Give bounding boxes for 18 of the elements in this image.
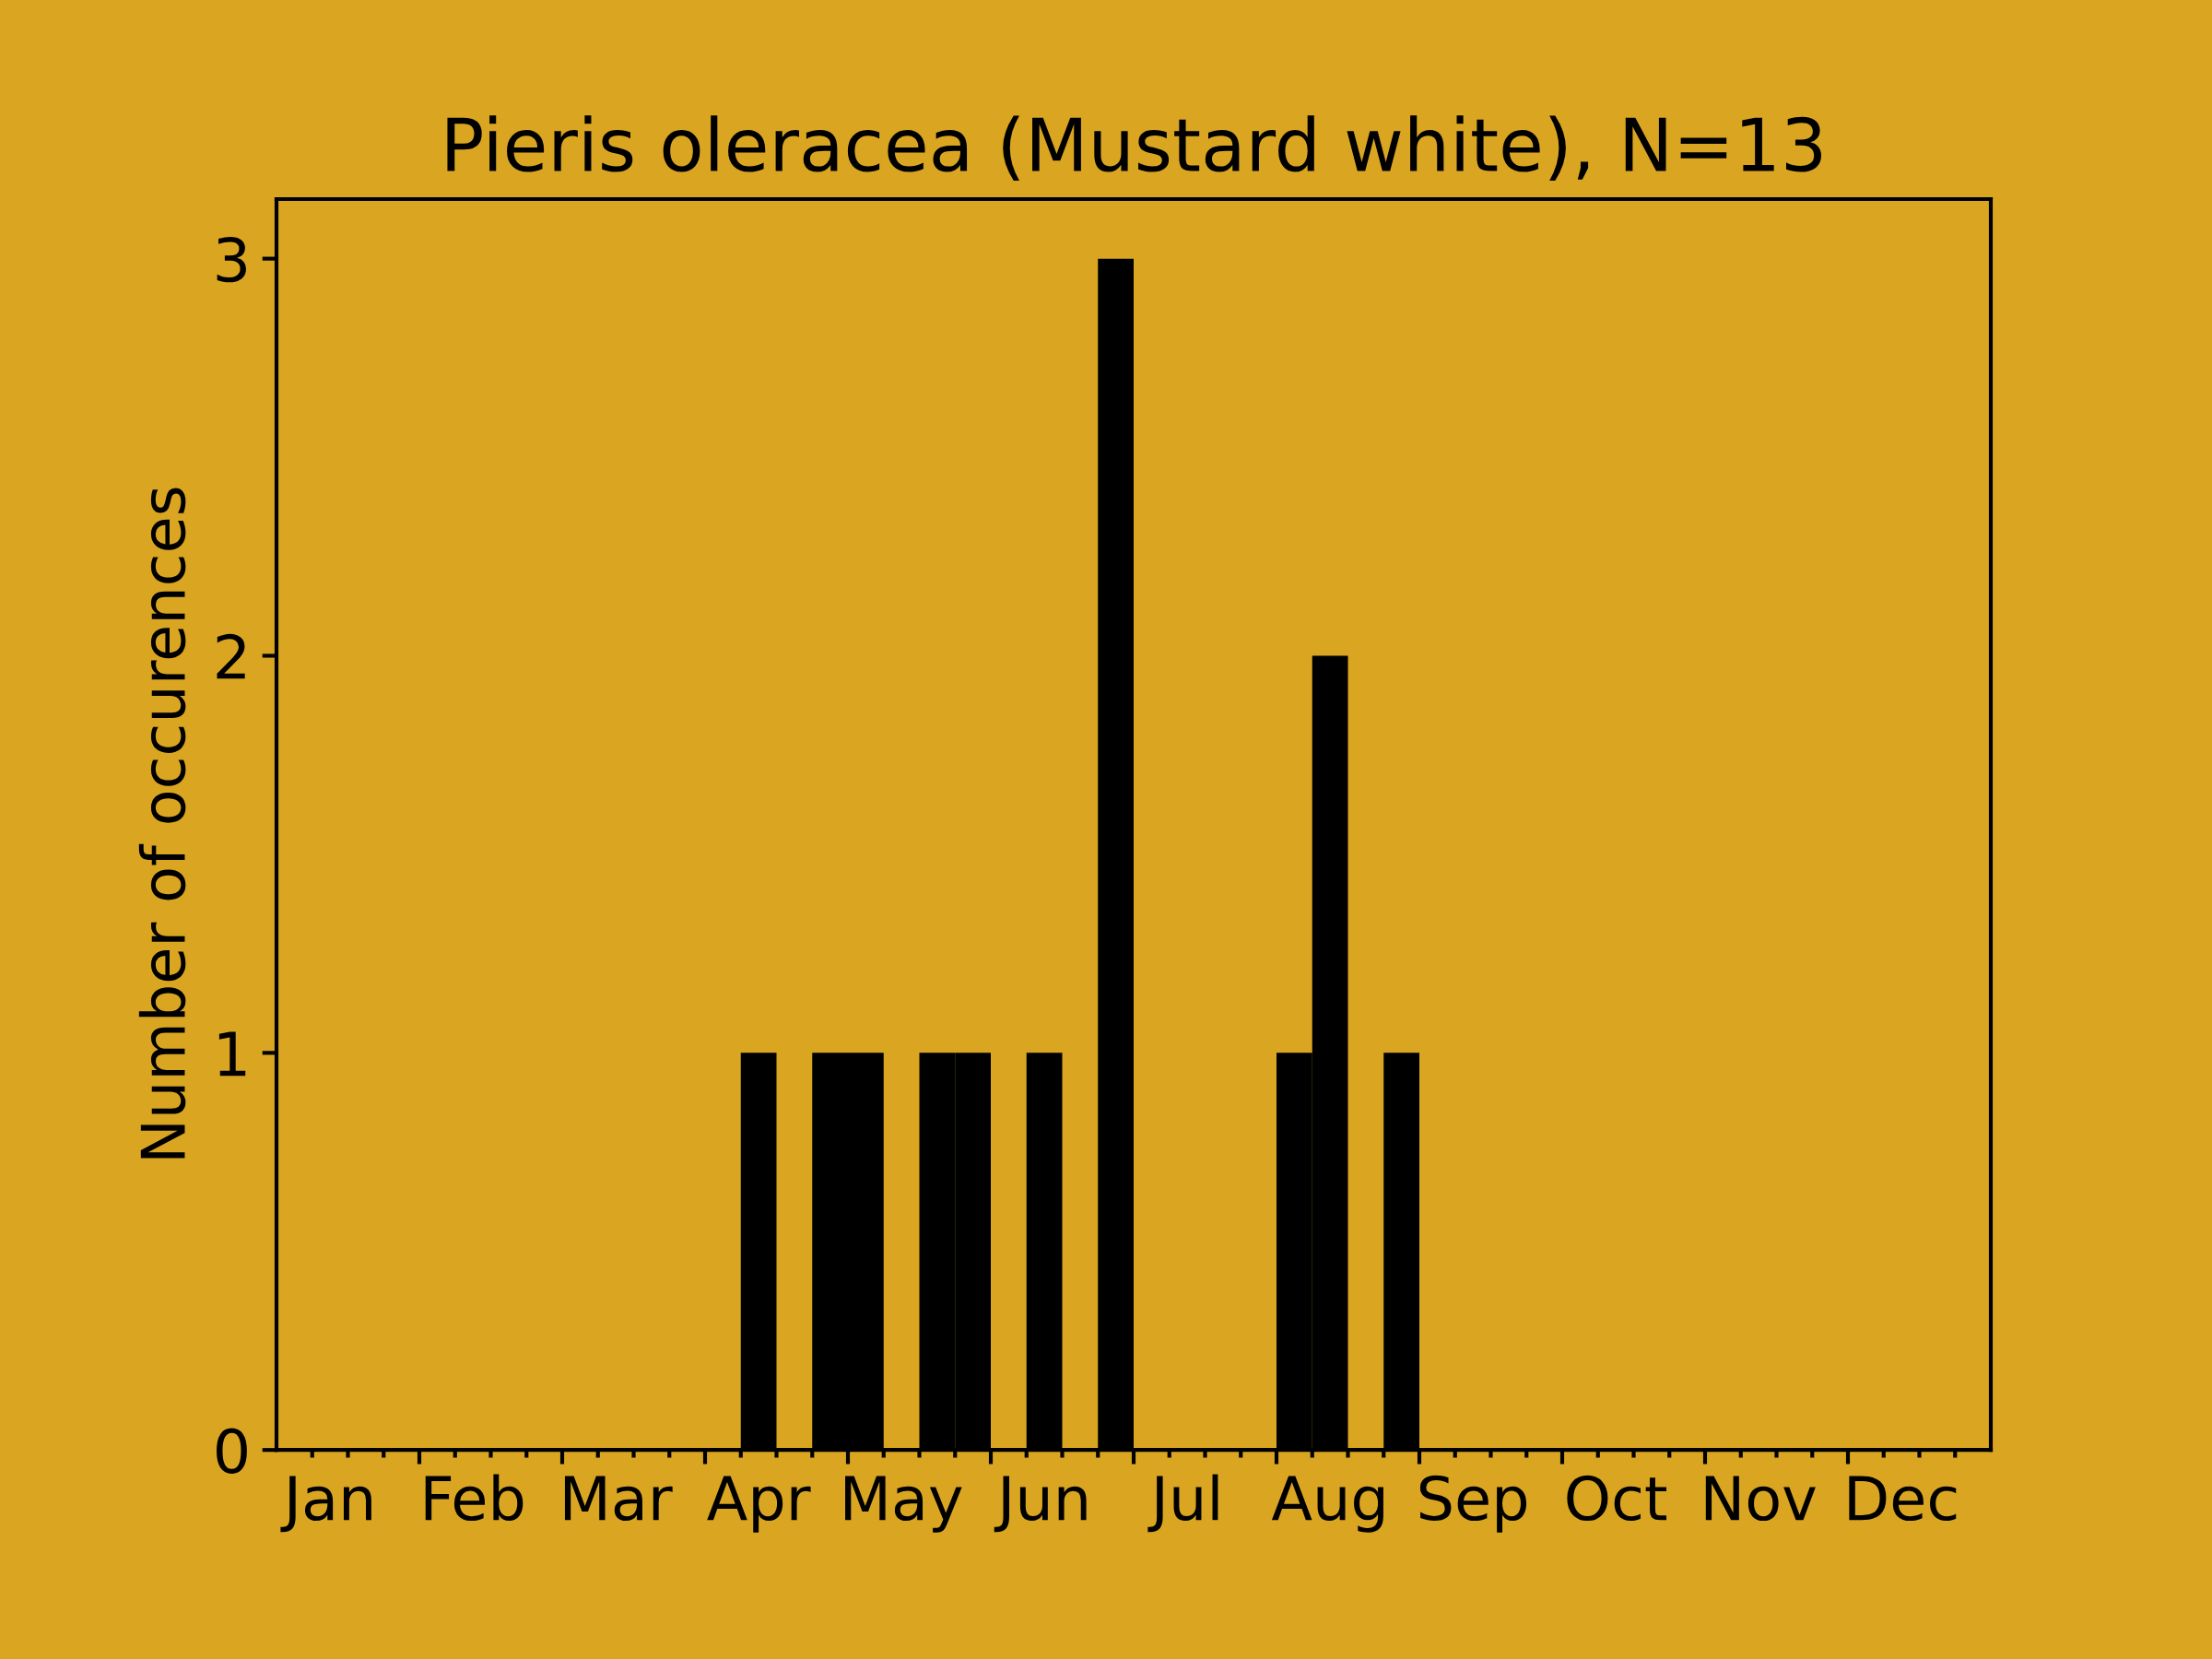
- x-tick-label: Feb: [425, 1474, 524, 1522]
- x-tick-label: Mar: [564, 1476, 673, 1522]
- x-tick-label: Jul: [1147, 1474, 1218, 1533]
- chart-title: Pieris oleracea (Mustard white), N=13: [447, 115, 1821, 181]
- x-tick-label: Jan: [280, 1476, 371, 1533]
- y-tick-label: 0: [216, 1428, 247, 1474]
- x-tick-label: Oct: [1567, 1475, 1666, 1522]
- x-tick-label: Sep: [1419, 1475, 1527, 1533]
- x-tick-label: Aug: [1271, 1476, 1383, 1533]
- y-tick-label: 1: [218, 1031, 246, 1077]
- y-tick-label: 3: [217, 236, 246, 283]
- x-tick-label: Nov: [1705, 1476, 1816, 1522]
- y-axis-title: Number of occurences: [138, 488, 186, 1159]
- x-tick-label: Dec: [1849, 1476, 1957, 1522]
- x-tick-label: May: [845, 1476, 962, 1533]
- x-tick-label: Jun: [994, 1476, 1087, 1533]
- y-tick-label: 2: [217, 633, 245, 679]
- x-tick-label: Apr: [707, 1476, 811, 1533]
